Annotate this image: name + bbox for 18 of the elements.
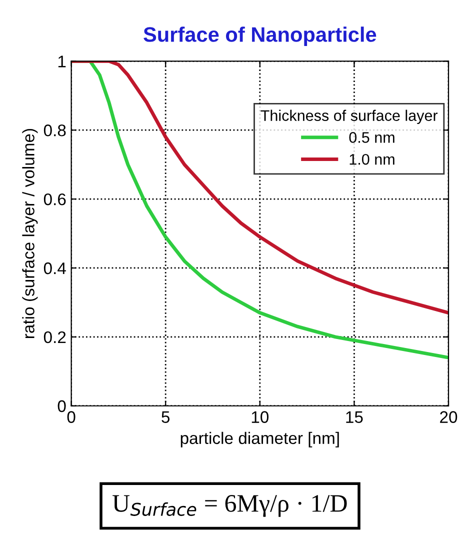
- x-tick-label: 5: [162, 411, 170, 423]
- y-tick-label: 0: [58, 400, 66, 412]
- x-tick-label: 10: [252, 411, 269, 423]
- y-axis-title: ratio (surface layer / volume): [22, 128, 38, 338]
- y-tick-label: 1: [58, 56, 66, 68]
- x-tick-label: 20: [440, 411, 458, 423]
- legend-label: 1.0 nm: [350, 154, 394, 165]
- legend-title: Thickness of surface layer: [260, 110, 438, 124]
- x-tick-label: 15: [346, 411, 363, 423]
- y-tick-label: 0.6: [44, 193, 66, 206]
- chart-title: Surface of Nanoparticle: [144, 26, 376, 46]
- y-tick-label: 0.8: [44, 124, 66, 136]
- x-tick-label: 0: [67, 411, 76, 423]
- legend-label: 0.5 nm: [349, 132, 394, 143]
- text: U$_{Surface}$ = 6Mγ/ρ · 1/D: [112, 495, 347, 517]
- y-tick-label: 0.2: [44, 331, 66, 344]
- y-tick-label: 0.4: [44, 262, 66, 274]
- x-axis-title: particle diameter [nm]: [180, 432, 339, 448]
